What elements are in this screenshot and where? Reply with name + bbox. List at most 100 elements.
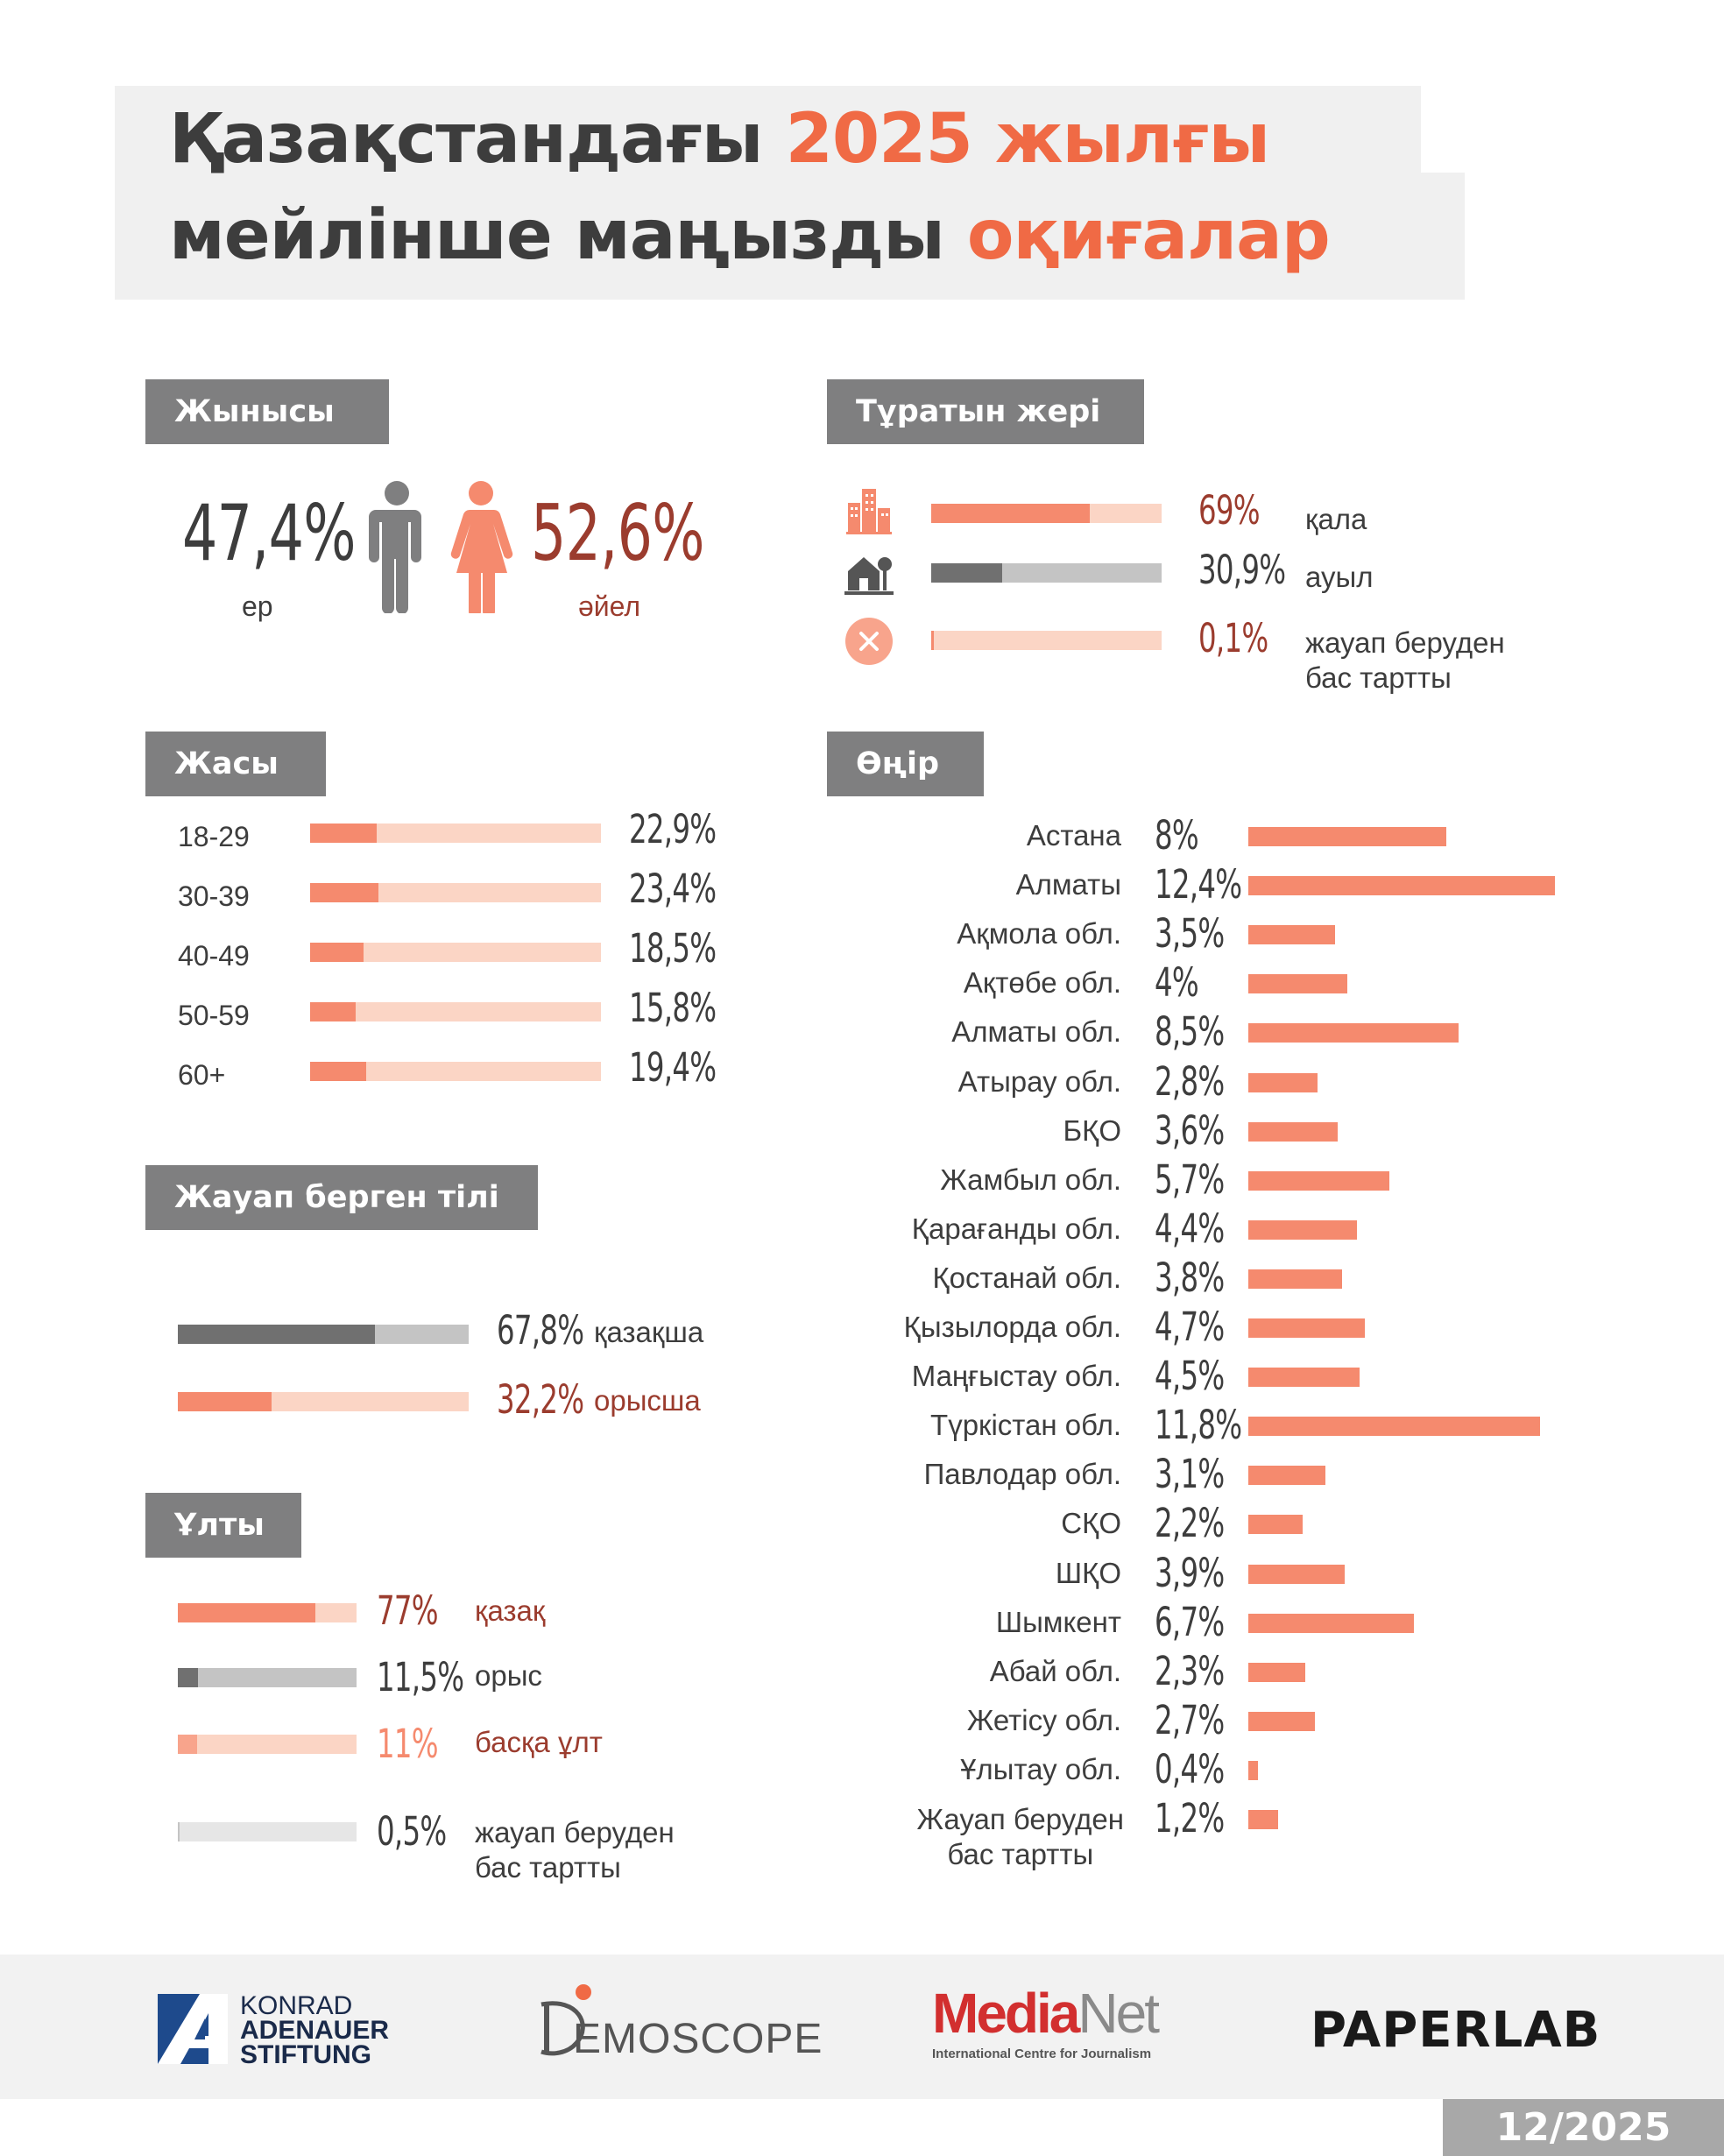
region-bar (1248, 1072, 1318, 1092)
male-icon (369, 481, 421, 613)
region-value-label: 2,7% (1155, 1696, 1225, 1743)
region-category-label: Түркістан обл. (930, 1409, 1121, 1442)
region-bar (1248, 1466, 1325, 1486)
region-value-label: 2,3% (1155, 1647, 1225, 1694)
language-kazakh-percent: 67,8% (497, 1307, 584, 1354)
paperlab-logo: PAPERLAB (1311, 2002, 1601, 2059)
region-category-label-line: Жауап беруден (916, 1803, 1124, 1835)
region-value-label: 4,7% (1155, 1304, 1225, 1350)
region-bar (1248, 876, 1555, 896)
section-label-region: Өңір (827, 732, 984, 796)
region-bar (1248, 1662, 1305, 1682)
region-value-label: 8,5% (1155, 1008, 1225, 1056)
age-percent: 15,8% (629, 985, 717, 1031)
ethnicity-kazakh-percent: 77% (377, 1587, 439, 1634)
region-value-label: 11,8% (1155, 1402, 1242, 1449)
region-bar (1248, 1417, 1541, 1437)
age-percent: 23,4% (629, 866, 717, 912)
ethnicity-bar-other (178, 1735, 357, 1754)
footer (0, 1955, 1724, 2099)
title-background-bottom (115, 173, 1465, 300)
region-bar (1248, 1023, 1459, 1043)
age-bar-fill (310, 824, 378, 843)
region-category-label: Атырау обл. (957, 1064, 1121, 1098)
region-category-label: Астана (1026, 819, 1121, 852)
region-category-label: Ақмола обл. (957, 917, 1121, 951)
age-bar (310, 824, 601, 843)
region-value-label: 8% (1155, 812, 1199, 859)
region-value-label: 2,8% (1155, 1057, 1225, 1105)
ethnicity-russian-percent: 11,5% (377, 1654, 464, 1700)
age-group-label: 60+ (178, 1059, 226, 1091)
section-label-gender: Жынысы (145, 379, 389, 444)
region-value-label: 3,6% (1155, 1106, 1225, 1154)
age-bar-fill (310, 943, 364, 962)
village-icon (844, 557, 894, 595)
age-bar (310, 943, 601, 962)
language-bar-russian (178, 1392, 469, 1411)
ethnicity-russian-label: орыс (475, 1659, 542, 1692)
residence-city-label: қала (1305, 503, 1367, 535)
region-bar (1248, 1170, 1389, 1191)
region-category-label: Қарағанды обл. (911, 1212, 1121, 1245)
language-russian-label: орысша (594, 1384, 701, 1417)
region-category-label: Жетісу обл. (966, 1703, 1121, 1736)
ethnicity-other-label: басқа ұлт (475, 1726, 603, 1758)
ethnicity-refused-label: жауап беруден бас тартты (475, 1816, 675, 1884)
region-category-label: Абай обл. (989, 1654, 1121, 1687)
residence-refused-percent: 0,1% (1198, 615, 1268, 661)
age-group-label: 30-39 (178, 880, 250, 912)
language-russian-percent: 32,2% (497, 1376, 584, 1423)
residence-bar-refused (931, 631, 1162, 650)
medianet-logo-subtitle: International Centre for Journalism (932, 2046, 1152, 2061)
region-bar (1248, 1121, 1338, 1142)
region-bar (1248, 1318, 1365, 1338)
age-bar (310, 883, 601, 902)
language-kazakh-label: қазақша (594, 1316, 704, 1348)
residence-village-percent: 30,9% (1198, 547, 1286, 593)
region-category-label: Жауап беруден бас тартты (917, 1802, 1124, 1872)
residence-city-percent: 69% (1198, 487, 1261, 534)
age-group-label: 18-29 (178, 821, 250, 852)
region-bar (1248, 1564, 1346, 1584)
region-category-label: Павлодар обл. (923, 1458, 1121, 1491)
ethnicity-other-percent: 11% (377, 1721, 439, 1767)
ethnicity-refused-percent: 0,5% (377, 1808, 447, 1855)
region-value-label: 4,4% (1155, 1205, 1225, 1252)
ethnicity-bar-kazakh (178, 1603, 357, 1622)
male-percent: 47,4% (182, 488, 356, 578)
kas-logo-icon (158, 1994, 228, 2064)
age-bar (310, 1002, 601, 1021)
region-value-label: 3,1% (1155, 1451, 1225, 1498)
region-category-label: Қызылорда обл. (903, 1311, 1121, 1343)
age-percent: 18,5% (629, 925, 717, 972)
page-title-line-1: Қазақстандағы 2025 жылғы (169, 100, 1270, 179)
report-date: 12/2025 (1443, 2099, 1724, 2156)
region-category-label: Жамбыл обл. (940, 1163, 1121, 1196)
age-percent: 22,9% (629, 806, 717, 852)
region-bar (1248, 974, 1347, 994)
residence-bar-village (931, 563, 1162, 583)
region-value-label: 1,2% (1155, 1795, 1225, 1841)
region-category-label: Маңғыстау обл. (911, 1360, 1121, 1393)
demoscope-logo: DEMOSCOPE (534, 1982, 822, 2062)
region-value-label: 4,5% (1155, 1353, 1225, 1400)
kas-logo-text: KONRAD ADENAUER STIFTUNG (240, 1991, 390, 2069)
residence-bar-city (931, 504, 1162, 523)
region-bar (1248, 1368, 1360, 1388)
age-group-label: 50-59 (178, 1000, 250, 1031)
region-bar (1248, 1711, 1316, 1731)
region-value-label: 2,2% (1155, 1500, 1225, 1547)
age-group-label: 40-49 (178, 940, 250, 972)
region-bar (1248, 1515, 1304, 1535)
female-percent: 52,6% (531, 488, 704, 578)
region-value-label: 12,4% (1155, 861, 1242, 908)
region-category-label-line: бас тартты (947, 1838, 1094, 1870)
male-label: ер (242, 590, 273, 622)
ethnicity-bar-refused (178, 1822, 357, 1841)
demoscope-logo-icon (541, 1984, 591, 2056)
region-category-label: СҚО (1061, 1507, 1121, 1540)
age-bar-fill (310, 1062, 367, 1081)
age-percent: 19,4% (629, 1044, 717, 1091)
region-category-label: Алматы (1015, 868, 1121, 901)
